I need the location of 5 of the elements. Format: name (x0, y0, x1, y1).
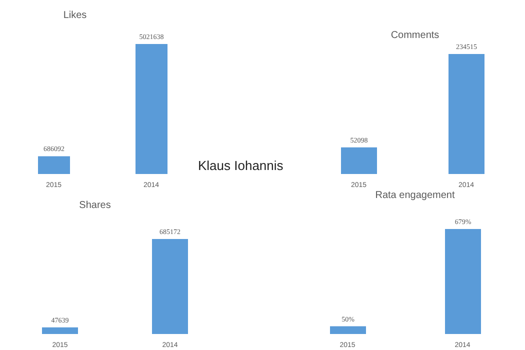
chart-title: Shares (79, 200, 111, 211)
chart-title: Likes (63, 10, 87, 21)
chart-title: Rata engagement (375, 190, 455, 201)
chart-title: Comments (390, 30, 440, 41)
annotation: Klaus Iohannis (198, 158, 284, 173)
